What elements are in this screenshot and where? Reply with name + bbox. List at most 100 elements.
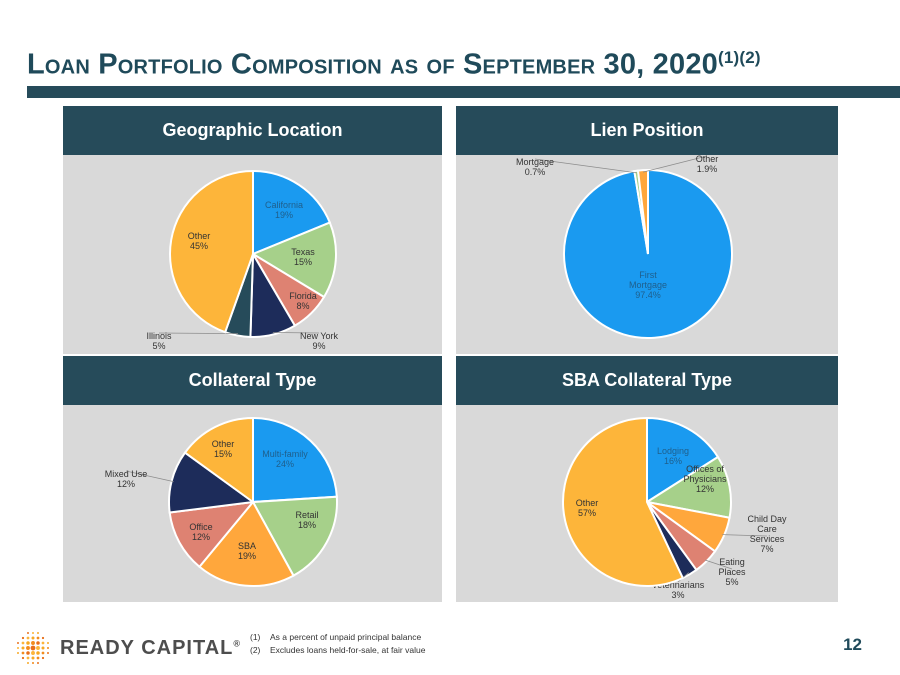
slice-label-illinois: Illinois 5% xyxy=(146,331,172,351)
pie-slice-offices-of-physicians xyxy=(644,455,732,519)
logo-dot xyxy=(27,632,29,634)
lien-position-header: Lien Position xyxy=(456,106,838,155)
logo-dot xyxy=(21,636,25,640)
logo-dot xyxy=(21,641,25,645)
footnote-text: Excludes loans held-for-sale, at fair va… xyxy=(270,645,426,655)
logo-dot xyxy=(31,656,35,660)
pie-slice-california xyxy=(252,169,332,256)
leader-line-eating-places xyxy=(704,559,733,570)
pie-slice-office xyxy=(168,500,256,569)
logo-dot xyxy=(37,632,39,634)
footnote-1: (1) As a percent of unpaid principal bala… xyxy=(250,631,425,644)
logo-dot xyxy=(41,646,45,650)
logo-dot xyxy=(27,662,29,664)
pie-slice-other xyxy=(183,416,254,504)
slice-label-office: Office 12% xyxy=(189,522,212,542)
slice-label-lodging: Lodging 16% xyxy=(657,446,689,466)
logo-dot xyxy=(41,636,45,640)
slice-label-other: Other 57% xyxy=(576,498,599,518)
pie-slice-lodging xyxy=(646,416,720,504)
geographic-location-pie-chart: California 19% Texas 15% Florida 8% New York 9%… xyxy=(146,169,339,351)
logo-dot xyxy=(41,656,45,660)
slice-label-other: Other 45% xyxy=(188,231,211,251)
leader-line-child-day-care-services xyxy=(722,534,768,537)
leader-line-other xyxy=(643,155,708,173)
logo-dot xyxy=(31,641,35,645)
lien-position-panel: FirstMortgage97.4%SubordinatedMortgage0.… xyxy=(456,106,838,354)
logo-dot xyxy=(36,651,40,655)
logo-dot xyxy=(31,636,35,640)
ready-capital-logo: READY CAPITAL® xyxy=(12,627,241,669)
brand-registered-mark: ® xyxy=(233,637,242,648)
collateral-type-panel: Multi-family 24% Retail 18% SBA 19% Office 12% M… xyxy=(63,356,442,602)
page-title-text: Loan Portfolio Composition as of Septemb… xyxy=(27,48,718,81)
brand-name: READY CAPITAL xyxy=(60,636,234,659)
slice-label-first-mortgage: First Mortgage 97.4% xyxy=(629,270,667,300)
logo-dot xyxy=(26,636,30,640)
geographic-location-header: Geographic Location xyxy=(63,106,442,155)
logo-dot xyxy=(46,646,50,650)
slice-label-multi-family: Multi-family 24% xyxy=(262,449,308,469)
logo-dot xyxy=(30,645,36,651)
pie-slice-texas xyxy=(250,221,337,299)
sba-collateral-type-panel: Lodging 16% Offices of Physicians 12% Child D… xyxy=(456,356,838,602)
slice-label-florida: Florida 8% xyxy=(289,291,317,311)
logo-dot xyxy=(26,656,30,660)
logo-dot xyxy=(21,656,25,660)
logo-dot xyxy=(21,646,25,650)
slice-label-mixed-use: Mixed Use 12% xyxy=(105,469,148,489)
page-title: Loan Portfolio Composition as of Septemb… xyxy=(27,48,761,82)
logo-dot xyxy=(16,646,20,650)
pie-slice-sba xyxy=(198,500,295,587)
page-number: 12 xyxy=(843,635,862,654)
footnote-text: As a percent of unpaid principal balance xyxy=(270,632,422,642)
slice-label-veterinarians: Veterinarians 3% xyxy=(652,580,705,600)
logo-dot xyxy=(17,652,19,654)
slice-label-child-day-care-services: Child Day Care Services 7% xyxy=(747,514,787,554)
logo-dot xyxy=(37,662,39,664)
footnote-2: (2) Excludes loans held-for-sale, at fair… xyxy=(250,644,425,657)
slice-label-texas: Texas 15% xyxy=(291,247,315,267)
slice-label-california: California 19% xyxy=(265,200,303,220)
geographic-location-panel: California 19% Texas 15% Florida 8% New York 9%… xyxy=(63,106,442,354)
collateral-type-header: Collateral Type xyxy=(63,356,442,405)
logo-dot xyxy=(41,641,45,645)
logo-dot xyxy=(36,641,40,645)
brand-wordmark: READY CAPITAL® xyxy=(60,637,241,660)
logo-dot xyxy=(26,651,30,655)
sba-collateral-type-pie-chart: Lodging 16%Offices of Physicians 12% Child D… xyxy=(562,416,787,600)
logo-dot xyxy=(17,642,19,644)
logo-dot xyxy=(47,642,49,644)
collateral-type-pie-chart: Multi-family 24% Retail 18% SBA 19% Office 12% M… xyxy=(105,416,338,587)
slice-label-eating-places: Eating Places 5% xyxy=(718,557,746,587)
slice-label-sba: SBA 19% xyxy=(238,541,256,561)
logo-dot xyxy=(36,656,40,660)
footnote-number: (2) xyxy=(250,645,261,655)
leader-line-subordinated-mortgage xyxy=(534,158,637,174)
footnote-number: (1) xyxy=(250,632,261,642)
starburst-logo-icon xyxy=(16,631,50,665)
pie-slice-multi-family xyxy=(252,416,338,504)
pie-slice-other xyxy=(169,169,254,334)
logo-dot xyxy=(36,646,40,650)
slice-label-offices-of-physicians: Offices of Physicians 12% xyxy=(683,464,727,494)
page-title-superscript: (1)(2) xyxy=(718,48,761,67)
logo-dot xyxy=(26,646,30,650)
sba-collateral-type-header: SBA Collateral Type xyxy=(456,356,838,405)
pie-slice-retail xyxy=(251,495,338,577)
slice-label-retail: Retail 18% xyxy=(295,510,318,530)
title-divider-bar xyxy=(27,86,900,98)
logo-dot xyxy=(47,652,49,654)
slice-label-other: Other 1.9% xyxy=(696,154,719,174)
leader-line-illinois xyxy=(158,332,239,334)
slice-label-other: Other 15% xyxy=(212,439,235,459)
leader-line-mixed-use xyxy=(125,470,174,482)
logo-dot xyxy=(41,651,45,655)
leader-line-new-york xyxy=(272,332,320,334)
pie-slice-other xyxy=(636,168,649,255)
logo-dot xyxy=(31,631,35,635)
logo-dot xyxy=(31,661,35,665)
logo-dot xyxy=(26,641,30,645)
logo-dot xyxy=(21,651,25,655)
slice-label-new-york: New York 9% xyxy=(300,331,339,351)
